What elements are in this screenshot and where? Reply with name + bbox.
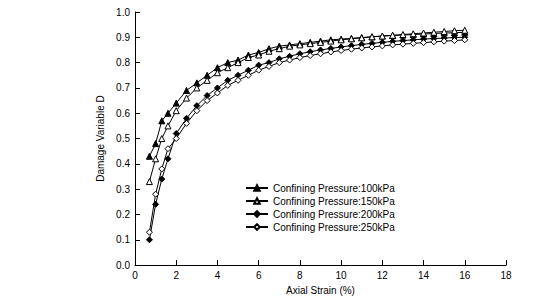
- svg-text:8: 8: [297, 270, 303, 281]
- svg-text:18: 18: [500, 270, 512, 281]
- svg-text:0.3: 0.3: [116, 184, 130, 195]
- svg-text:Confining Pressure:200kPa: Confining Pressure:200kPa: [273, 209, 395, 220]
- svg-text:0.0: 0.0: [116, 260, 130, 271]
- svg-text:16: 16: [459, 270, 471, 281]
- svg-text:Confining Pressure:250kPa: Confining Pressure:250kPa: [273, 222, 395, 233]
- svg-text:0.7: 0.7: [116, 82, 130, 93]
- svg-text:0.9: 0.9: [116, 32, 130, 43]
- svg-text:0.1: 0.1: [116, 234, 130, 245]
- svg-text:10: 10: [336, 270, 348, 281]
- svg-text:0: 0: [132, 270, 138, 281]
- svg-text:Damage Variable D: Damage Variable D: [95, 95, 106, 182]
- svg-text:0.2: 0.2: [116, 209, 130, 220]
- svg-text:14: 14: [418, 270, 430, 281]
- svg-text:0.8: 0.8: [116, 57, 130, 68]
- svg-text:1.0: 1.0: [116, 7, 130, 18]
- svg-text:Confining Pressure:150kPa: Confining Pressure:150kPa: [273, 196, 395, 207]
- svg-text:0.5: 0.5: [116, 133, 130, 144]
- svg-text:12: 12: [377, 270, 389, 281]
- svg-text:6: 6: [256, 270, 262, 281]
- svg-text:Confining Pressure:100kPa: Confining Pressure:100kPa: [273, 183, 395, 194]
- svg-text:0.4: 0.4: [116, 158, 130, 169]
- svg-text:0.6: 0.6: [116, 108, 130, 119]
- svg-text:4: 4: [215, 270, 221, 281]
- svg-text:Axial Strain (%): Axial Strain (%): [286, 285, 355, 296]
- svg-text:2: 2: [173, 270, 179, 281]
